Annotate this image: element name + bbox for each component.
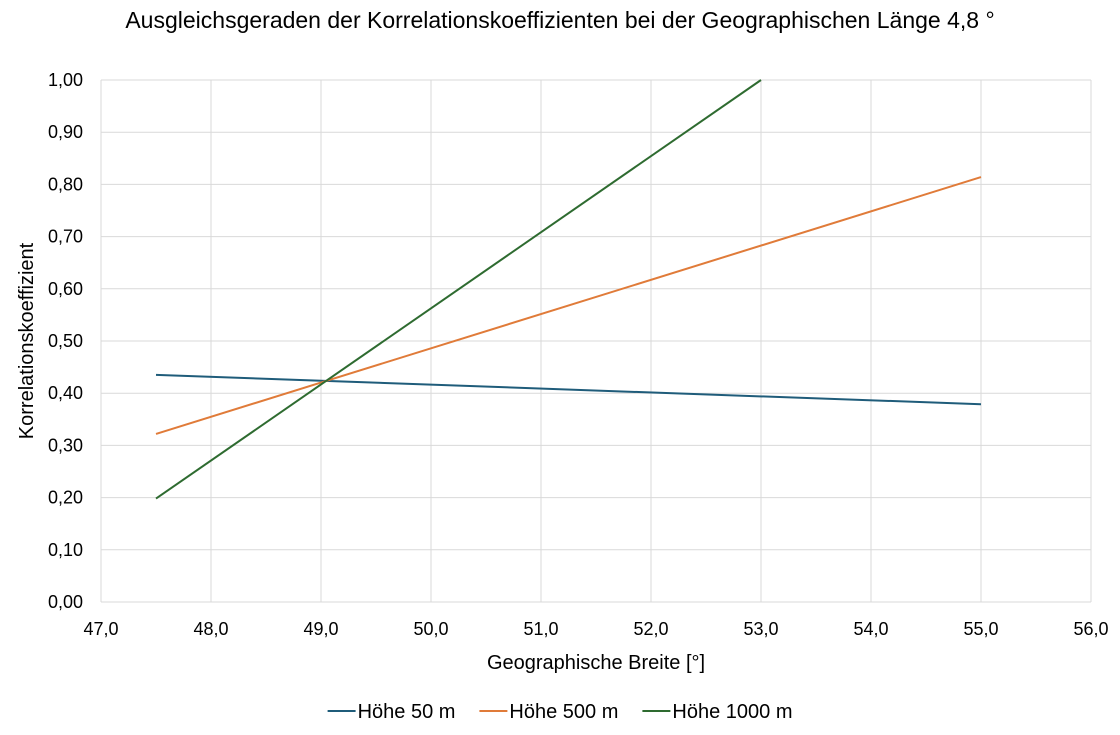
x-axis-title: Geographische Breite [°] [487,652,705,674]
legend-item: Höhe 500 m [479,701,618,723]
series-lines [155,79,982,500]
chart-title: Ausgleichsgeraden der Korrelationskoeffi… [125,7,994,33]
x-tick-label: 52,0 [633,619,668,639]
x-tick-label: 54,0 [853,619,888,639]
legend-item: Höhe 50 m [327,701,456,723]
y-tick-label: 1,00 [48,70,83,90]
y-tick-label: 0,50 [48,331,83,351]
y-tick-label: 0,80 [48,174,83,194]
y-tick-label: 0,40 [48,383,83,403]
series-line [155,176,982,435]
y-tick-label: 0,70 [48,227,83,247]
legend-item: Höhe 1000 m [642,701,792,723]
x-tick-label: 53,0 [743,619,778,639]
x-tick-label: 50,0 [413,619,448,639]
legend-label: Höhe 500 m [509,701,618,723]
series-line [155,79,762,500]
y-tick-label: 0,90 [48,122,83,142]
x-tick-label: 48,0 [193,619,228,639]
legend: Höhe 50 m Höhe 500 m Höhe 1000 m [327,701,792,723]
y-tick-labels: 0,00 0,10 0,20 0,30 0,40 0,50 0,60 0,70 0,80 0,90… [48,70,83,612]
y-tick-label: 0,60 [48,279,83,299]
y-axis-title: Korrelationskoeffizient [16,242,38,439]
legend-label: Höhe 50 m [358,701,456,723]
x-tick-label: 56,0 [1073,619,1108,639]
x-tick-labels: 47,0 48,0 49,0 50,0 51,0 52,0 53,0 54,0 55,0 56,0 [83,619,1108,639]
gridlines [100,79,1092,603]
y-tick-label: 0,10 [48,540,83,560]
x-tick-label: 49,0 [303,619,338,639]
y-tick-label: 0,30 [48,435,83,455]
y-tick-label: 0,00 [48,592,83,612]
x-tick-label: 55,0 [963,619,998,639]
x-tick-label: 51,0 [523,619,558,639]
y-tick-label: 0,20 [48,488,83,508]
x-tick-label: 47,0 [83,619,118,639]
legend-label: Höhe 1000 m [672,701,792,723]
series-line [155,373,982,406]
